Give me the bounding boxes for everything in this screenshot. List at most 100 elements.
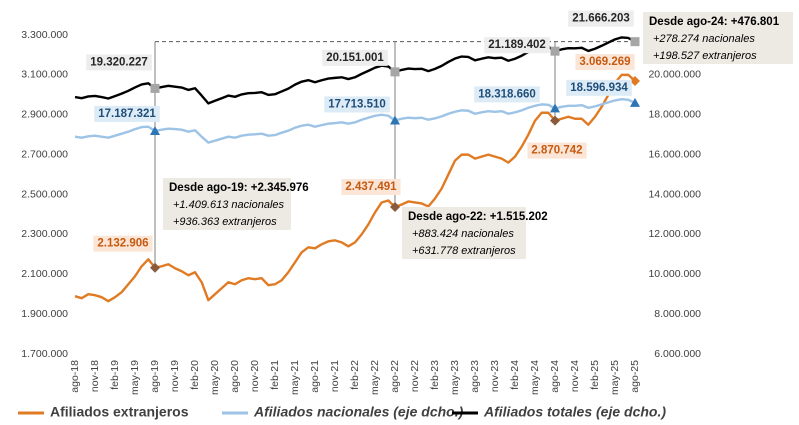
annotation-line: +936.363 extranjeros xyxy=(173,216,277,228)
x-tick-label: ago-23 xyxy=(469,360,481,393)
data-label-text: 18.596.934 xyxy=(570,82,628,94)
annotation-box xyxy=(643,12,793,64)
x-tick-label: feb-19 xyxy=(109,360,121,390)
data-label: 21.666.203 xyxy=(568,10,634,27)
data-label-box xyxy=(527,142,587,159)
marker xyxy=(550,115,560,126)
x-tick-label: nov-24 xyxy=(569,360,581,392)
annotation: Desde ago-22: +1.515.202 +883.424 naciona… xyxy=(402,207,548,259)
annotation-title: Desde ago-19: +2.345.976 xyxy=(169,182,309,194)
x-tick-label: may-21 xyxy=(289,360,301,395)
x-tick-label: ago-25 xyxy=(629,360,641,393)
x-tick-label: nov-19 xyxy=(169,360,181,392)
x-tick-label: feb-24 xyxy=(509,360,521,390)
legend-label: Afiliados nacionales (eje dcho.) xyxy=(253,404,464,420)
x-tick-label: nov-23 xyxy=(489,360,501,392)
annotation-line: +278.274 nacionales xyxy=(653,33,755,45)
marker xyxy=(150,125,160,135)
data-label-text: 3.069.269 xyxy=(579,56,630,68)
y2-tick-label: 16.000.000 xyxy=(648,148,701,160)
y2-tick-label: 10.000.000 xyxy=(648,268,701,280)
annotation-box xyxy=(402,207,526,259)
x-tick-label: nov-22 xyxy=(409,360,421,392)
y-tick-label: 2.900.000 xyxy=(21,109,68,121)
annotation-line: +198.527 extranjeros xyxy=(653,50,757,62)
data-label-box xyxy=(575,54,635,71)
data-label: 21.189.402 xyxy=(484,37,550,54)
data-label-box xyxy=(93,235,153,252)
legend-label: Afiliados totales (eje dcho.) xyxy=(483,404,666,420)
data-label-text: 2.132.906 xyxy=(97,238,148,250)
marker xyxy=(390,201,400,212)
data-label: 19.320.227 xyxy=(86,54,152,71)
data-label-box xyxy=(484,37,550,54)
data-label-text: 21.666.203 xyxy=(572,13,630,25)
data-label: 20.151.001 xyxy=(322,49,388,66)
annotation: Desde ago-24: +476.801 +278.274 nacionale… xyxy=(643,12,793,64)
annotation-title: Desde ago-22: +1.515.202 xyxy=(408,211,548,223)
y2-tick-label: 18.000.000 xyxy=(648,109,701,121)
data-label-box xyxy=(324,96,390,113)
data-label: 18.318.660 xyxy=(474,86,540,103)
x-tick-label: may-19 xyxy=(129,360,141,395)
x-tick-label: feb-21 xyxy=(269,360,281,390)
data-label-text: 17.713.510 xyxy=(328,98,386,110)
x-tick-label: may-24 xyxy=(529,360,541,395)
marker xyxy=(150,83,160,93)
series-line xyxy=(74,73,636,303)
annotation-line: +631.778 extranjeros xyxy=(412,245,516,257)
x-tick-label: nov-21 xyxy=(329,360,341,392)
x-tick-label: may-25 xyxy=(609,360,621,395)
annotation-box xyxy=(163,178,291,230)
data-label-text: 17.187.321 xyxy=(98,108,156,120)
data-label-box xyxy=(94,105,160,122)
data-label: 17.713.510 xyxy=(324,96,390,113)
data-label: 2.132.906 xyxy=(93,235,153,252)
x-tick-label: ago-24 xyxy=(549,360,561,393)
legend-label: Afiliados extranjeros xyxy=(50,404,189,420)
x-tick-label: nov-18 xyxy=(89,360,101,392)
marker xyxy=(150,262,160,273)
x-tick-label: feb-22 xyxy=(349,360,361,390)
marker xyxy=(550,46,560,56)
y-tick-label: 1.700.000 xyxy=(21,348,68,360)
data-label-box xyxy=(568,10,634,27)
y2-tick-label: 14.000.000 xyxy=(648,188,701,200)
x-tick-label: feb-20 xyxy=(189,360,201,390)
data-label-text: 2.437.491 xyxy=(345,181,397,193)
marker xyxy=(630,37,640,47)
y-tick-label: 2.100.000 xyxy=(21,268,68,280)
x-tick-label: feb-23 xyxy=(429,360,441,390)
y-tick-label: 2.700.000 xyxy=(21,148,68,160)
data-label-text: 21.189.402 xyxy=(488,39,546,51)
x-tick-label: may-22 xyxy=(369,360,381,395)
y2-tick-label: 20.000.000 xyxy=(648,69,701,81)
x-tick-label: may-23 xyxy=(449,360,461,395)
marker xyxy=(390,115,400,125)
data-label: 18.596.934 xyxy=(566,79,632,96)
y-tick-label: 3.300.000 xyxy=(21,29,68,41)
data-label: 2.870.742 xyxy=(527,142,587,159)
y-tick-label: 3.100.000 xyxy=(21,69,68,81)
x-tick-label: may-20 xyxy=(209,360,221,395)
data-label-box xyxy=(566,79,632,96)
data-label-text: 19.320.227 xyxy=(90,56,148,68)
y-tick-label: 1.900.000 xyxy=(21,308,68,320)
data-label-text: 20.151.001 xyxy=(326,52,384,64)
y-tick-label: 2.300.000 xyxy=(21,228,68,240)
x-tick-label: ago-22 xyxy=(389,360,401,393)
marker xyxy=(390,67,400,77)
x-tick-label: ago-18 xyxy=(69,360,81,393)
marker xyxy=(550,103,560,113)
data-label-box xyxy=(322,49,388,66)
annotation: Desde ago-19: +2.345.976 +1.409.613 nacio… xyxy=(163,178,309,230)
y-tick-label: 2.500.000 xyxy=(21,188,68,200)
y2-tick-label: 12.000.000 xyxy=(648,228,701,240)
data-label: 3.069.269 xyxy=(575,54,635,71)
annotation-line: +883.424 nacionales xyxy=(412,228,514,240)
annotation-line: +1.409.613 nacionales xyxy=(173,199,285,211)
x-tick-label: ago-21 xyxy=(309,360,321,393)
y2-tick-label: 6.000.000 xyxy=(654,348,701,360)
annotation-title: Desde ago-24: +476.801 xyxy=(649,16,780,28)
